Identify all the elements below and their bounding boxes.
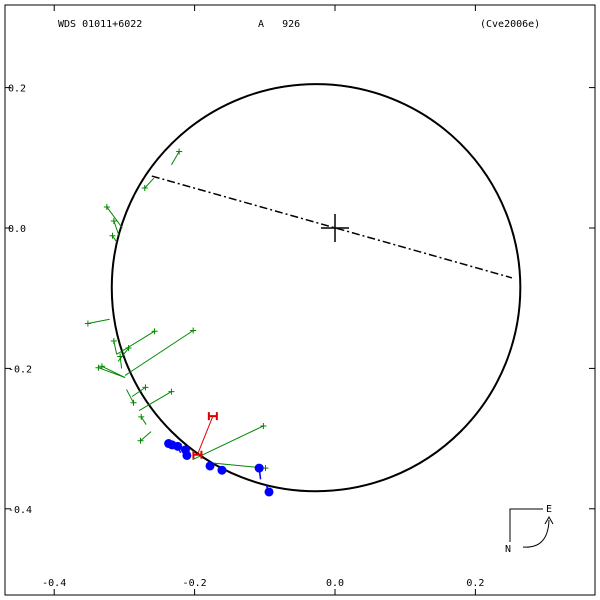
micrometer-point [110, 338, 117, 345]
micrometer-residual-line [98, 367, 126, 378]
micrometer-residual-line [140, 431, 152, 442]
micrometer-residual-line [138, 391, 172, 411]
micrometer-residual-line [113, 220, 120, 236]
hipparcos-point [207, 412, 218, 421]
line-of-nodes [151, 175, 513, 279]
y-tick-label: -0.2 [8, 364, 32, 375]
micrometer-point [260, 422, 267, 429]
speckle-point [205, 461, 215, 471]
orbit-ellipse [110, 83, 522, 493]
speckle-point [254, 463, 264, 473]
speckle-point [217, 465, 227, 475]
micrometer-point [110, 217, 117, 224]
orbit-layer [110, 83, 522, 493]
y-tick-label: -0.4 [8, 505, 32, 516]
micrometer-point [137, 437, 144, 444]
micrometer-residual-line [171, 151, 180, 166]
micrometer-point [151, 328, 158, 335]
header-system: WDS 01011+6022 [58, 19, 142, 30]
y-tick-label: 0.0 [8, 224, 26, 235]
speckle-point [182, 450, 192, 460]
micrometer-point [176, 148, 183, 155]
micrometer-residual-line [124, 330, 194, 376]
micrometer-point [95, 364, 102, 371]
micrometer-residual-line [112, 235, 118, 243]
micrometer-residual-line [116, 330, 155, 355]
micrometer-point [138, 413, 145, 420]
micrometer-point [98, 363, 105, 370]
compass-axes [509, 508, 543, 542]
micrometer-residual-line [140, 416, 147, 425]
plot-frame [4, 4, 596, 596]
micrometer-point [117, 353, 124, 360]
x-tick-label: 0.0 [326, 578, 344, 589]
micrometer-point [141, 184, 148, 191]
compass-rotation-arrow [522, 519, 550, 548]
header-pair: A 926 [258, 19, 300, 30]
micrometer-point [130, 399, 137, 406]
micrometer-point [142, 384, 149, 391]
micrometer-point [84, 320, 91, 327]
compass-east-label: E [546, 504, 552, 515]
micrometer-residual-line [131, 386, 146, 397]
x-tick-label: -0.4 [42, 578, 66, 589]
speckle-point [173, 441, 183, 451]
header-reference: (Cve2006e) [480, 19, 540, 30]
compass-north-label: N [505, 544, 511, 555]
compass-arrowhead-icon [544, 515, 554, 525]
micrometer-point [109, 232, 116, 239]
micrometer-point [103, 203, 110, 210]
micrometer-residual-line [144, 177, 155, 189]
micrometer-point [168, 388, 175, 395]
y-tick-label: 0.2 [8, 84, 26, 95]
axis-ticks: -0.4 -0.2 0.0 0.2 0.2 0.0 -0.2 -0.4 [5, 5, 595, 595]
observation-marks [84, 148, 274, 497]
micrometer-point [190, 327, 197, 334]
hipparcos-point [192, 450, 203, 459]
x-tick-label: 0.2 [466, 578, 484, 589]
micrometer-residual-line [192, 425, 264, 461]
x-tick-label: -0.2 [183, 578, 207, 589]
speckle-point [264, 487, 274, 497]
micrometer-residual-line [126, 389, 134, 404]
micrometer-point [125, 345, 132, 352]
micrometer-residual-line [106, 206, 123, 229]
micrometer-residual-line [87, 318, 110, 324]
hipparcos-residual-line [196, 415, 214, 455]
compass: E N [505, 504, 554, 555]
